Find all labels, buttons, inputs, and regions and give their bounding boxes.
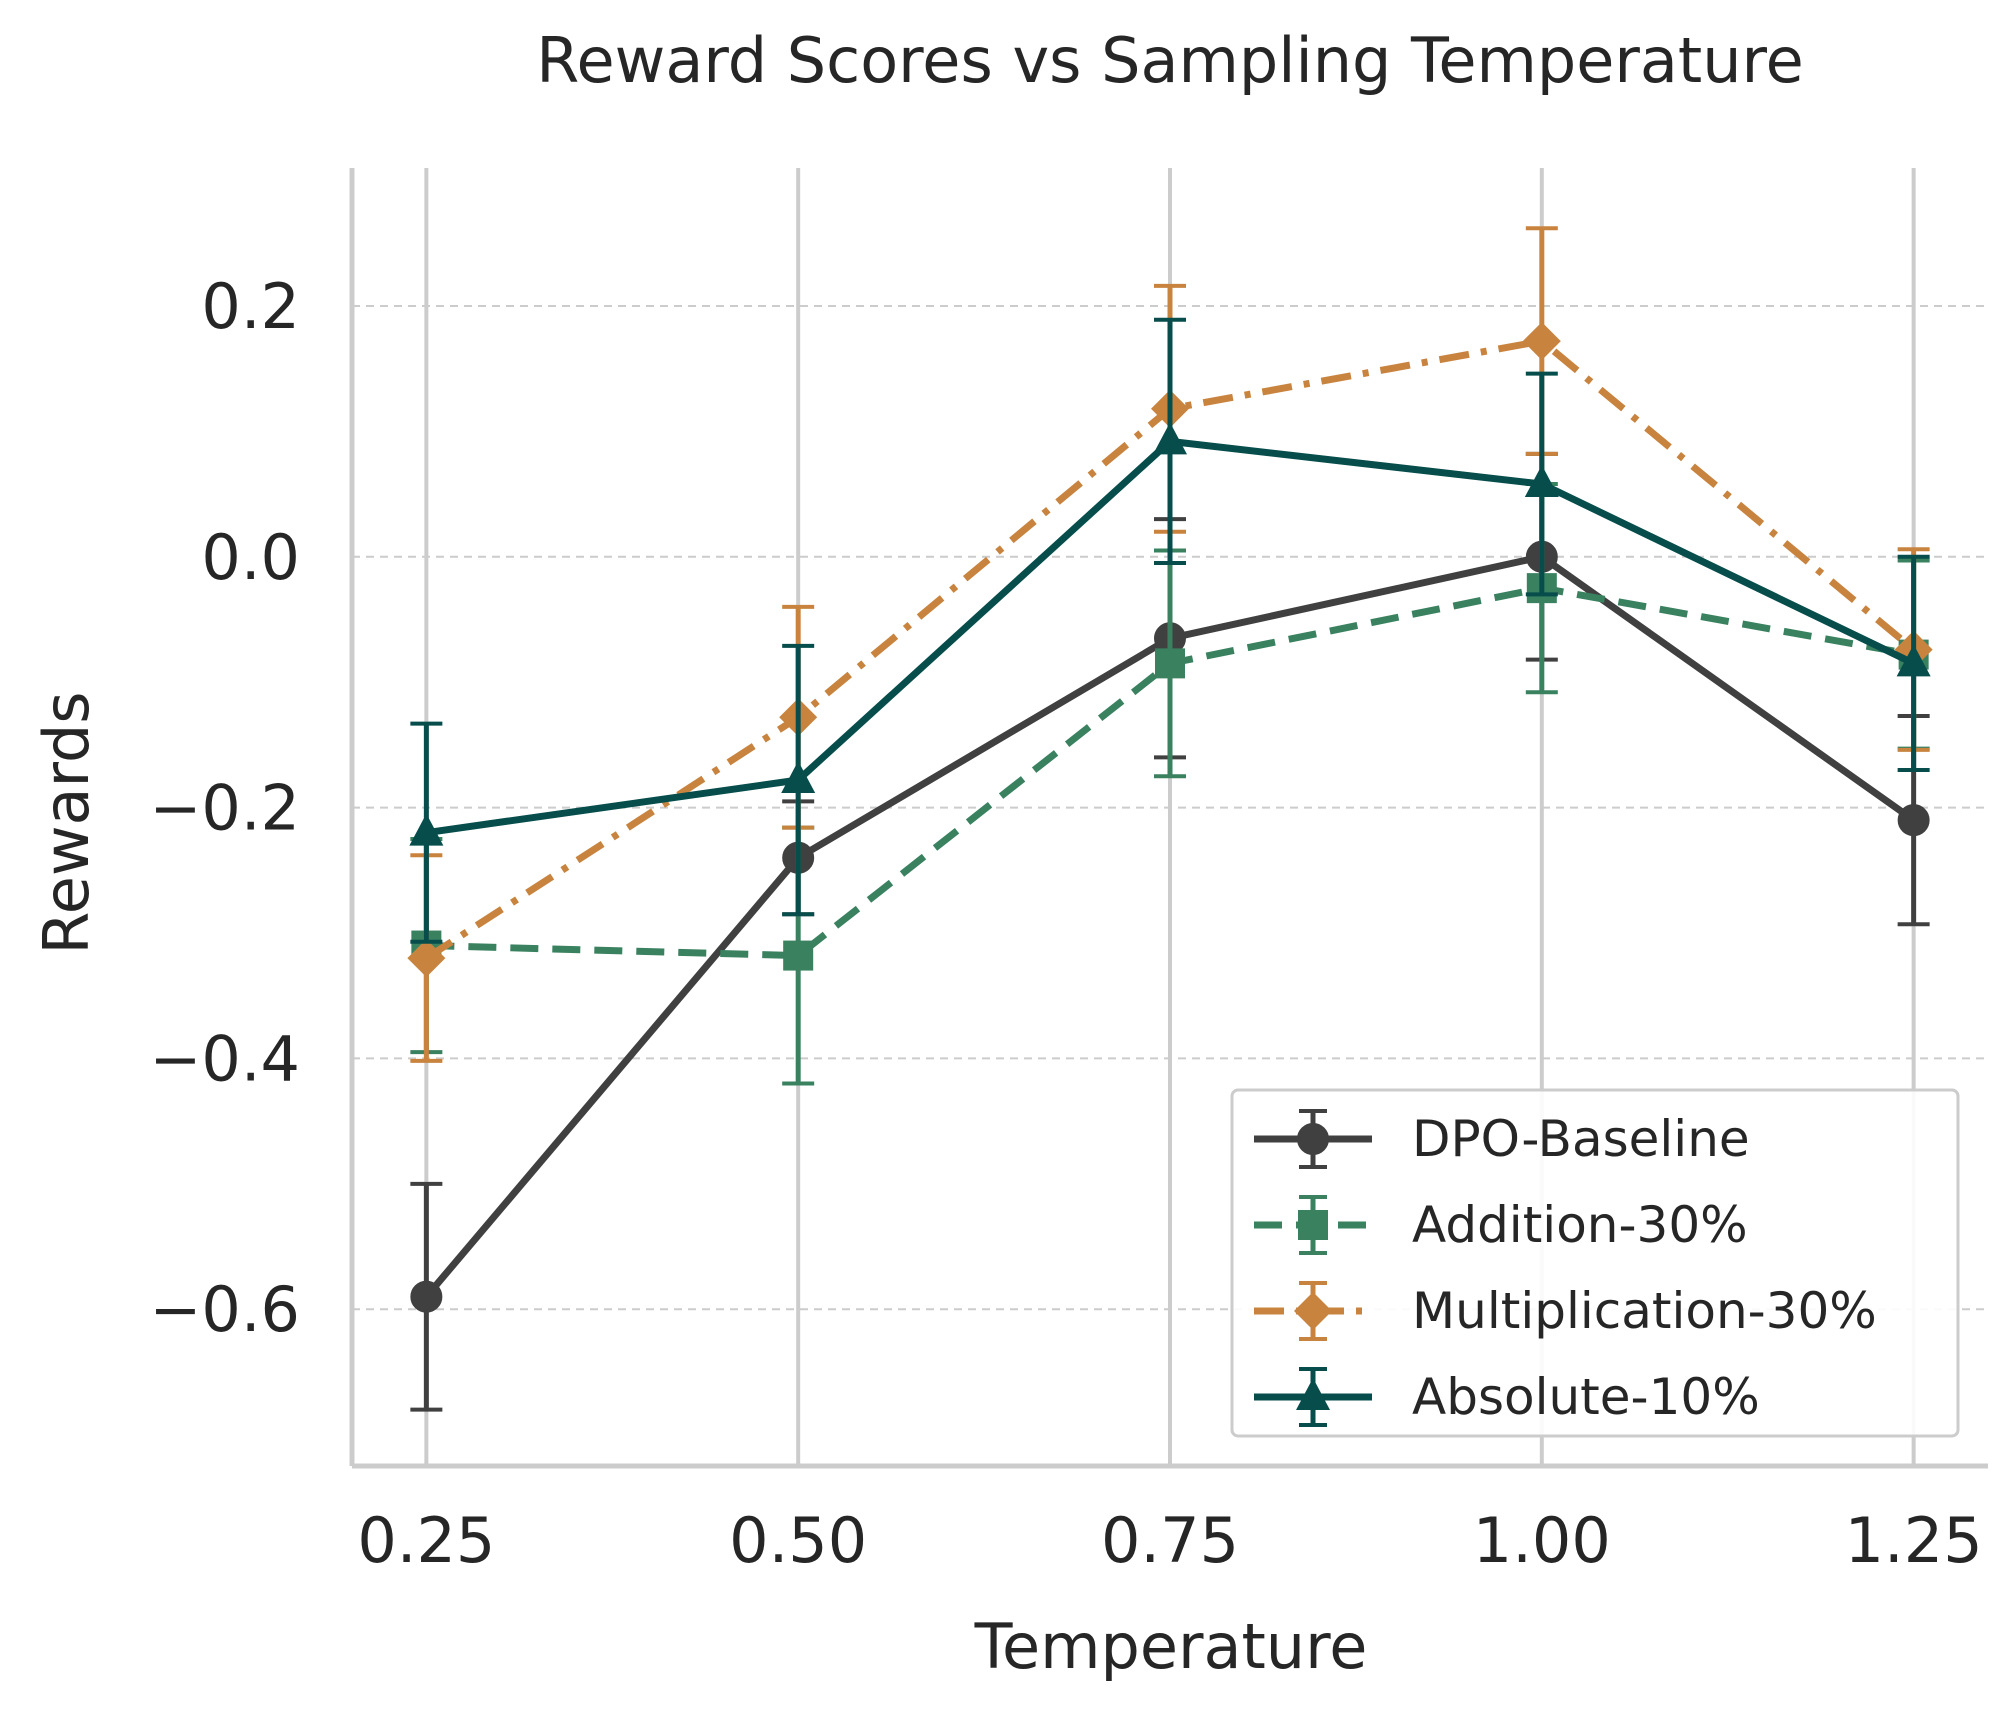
legend-label: Multiplication-30% <box>1412 1282 1877 1340</box>
data-point <box>407 939 446 978</box>
legend[interactable]: DPO-Baseline Addition-30% Multiplication-3… <box>1230 1088 1960 1438</box>
legend-item[interactable]: Absolute-10% <box>1254 1367 1760 1427</box>
series-layer <box>407 226 1933 1412</box>
legend-marker <box>1296 1378 1330 1410</box>
legend-marker <box>1294 1292 1332 1330</box>
x-tick-label: 0.50 <box>729 1504 867 1577</box>
axes <box>349 168 1988 1469</box>
y-tick-label: −0.4 <box>149 1022 300 1095</box>
data-point <box>1522 322 1561 361</box>
legend-item[interactable]: DPO-Baseline <box>1254 1109 1750 1169</box>
x-tick-label: 1.25 <box>1845 1504 1983 1577</box>
x-tick-label: 0.75 <box>1101 1504 1239 1577</box>
data-point <box>1896 644 1931 677</box>
data-point <box>1524 465 1559 498</box>
data-point <box>1153 422 1187 455</box>
data-point <box>783 940 814 971</box>
data-point <box>1897 804 1930 837</box>
legend-items: DPO-Baseline Addition-30% Multiplication-3… <box>1254 1109 1877 1427</box>
legend-label: Absolute-10% <box>1412 1368 1760 1426</box>
y-axis-label: Rewards <box>30 691 103 954</box>
legend-marker <box>1297 1123 1329 1155</box>
data-point <box>1155 648 1185 679</box>
legend-item[interactable]: Multiplication-30% <box>1254 1281 1877 1341</box>
data-point <box>781 761 816 794</box>
legend-frame <box>1230 1088 1960 1438</box>
chart-title: Reward Scores vs Sampling Temperature <box>536 24 1804 97</box>
data-point <box>409 813 444 846</box>
legend-label: DPO-Baseline <box>1412 1110 1750 1168</box>
y-tick-label: −0.2 <box>149 772 300 845</box>
tick-labels: 0.25 0.50 0.75 1.00 1.25 0.2 0.0 −0.2 −0.4 −0.6 <box>149 270 1982 1577</box>
x-tick-label: 1.00 <box>1473 1504 1611 1577</box>
y-tick-label: 0.0 <box>201 521 300 594</box>
legend-label: Addition-30% <box>1412 1196 1748 1254</box>
series-absolute-10- <box>409 317 1931 944</box>
legend-marker <box>1298 1210 1328 1240</box>
x-axis-label: Temperature <box>974 1610 1368 1683</box>
y-tick-label: −0.6 <box>149 1273 300 1346</box>
legend-item[interactable]: Addition-30% <box>1254 1195 1748 1255</box>
x-tick-label: 0.25 <box>357 1504 495 1577</box>
data-point <box>410 1280 443 1313</box>
y-tick-label: 0.2 <box>201 270 300 343</box>
